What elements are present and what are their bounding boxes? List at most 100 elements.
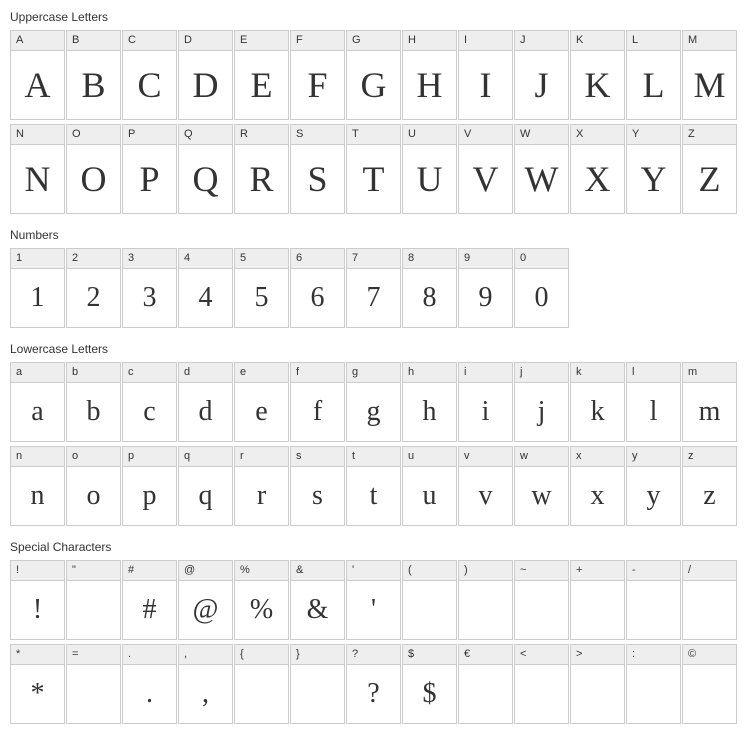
char-label: + (571, 561, 624, 581)
char-cell: NN (10, 124, 65, 214)
char-label: 3 (123, 249, 176, 269)
char-glyph (515, 581, 568, 639)
char-label: R (235, 125, 288, 145)
char-label: @ (179, 561, 232, 581)
char-cell: ** (10, 644, 65, 724)
char-label: € (459, 645, 512, 665)
char-cell: hh (402, 362, 457, 442)
char-glyph (683, 581, 736, 639)
char-cell: ZZ (682, 124, 737, 214)
char-cell: KK (570, 30, 625, 120)
char-cell: '' (346, 560, 401, 640)
char-label: D (179, 31, 232, 51)
char-cell: ee (234, 362, 289, 442)
char-label: F (291, 31, 344, 51)
char-glyph: y (627, 467, 680, 525)
char-label: V (459, 125, 512, 145)
char-label: ' (347, 561, 400, 581)
char-cell: vv (458, 446, 513, 526)
char-cell: 22 (66, 248, 121, 328)
char-glyph: v (459, 467, 512, 525)
char-label: " (67, 561, 120, 581)
section: Numbers11223344556677889900 (10, 228, 738, 328)
char-cell: FF (290, 30, 345, 120)
char-label: 6 (291, 249, 344, 269)
char-glyph: S (291, 145, 344, 213)
char-glyph: c (123, 383, 176, 441)
char-label: } (291, 645, 344, 665)
char-label: v (459, 447, 512, 467)
char-glyph: B (67, 51, 120, 119)
char-cell: ~ (514, 560, 569, 640)
char-cell: LL (626, 30, 681, 120)
char-label: > (571, 645, 624, 665)
char-glyph: z (683, 467, 736, 525)
char-cell: uu (402, 446, 457, 526)
char-cell: > (570, 644, 625, 724)
char-cell: pp (122, 446, 177, 526)
section: Lowercase Lettersaabbccddeeffgghhiijjkkl… (10, 342, 738, 526)
char-glyph: 5 (235, 269, 288, 327)
char-label: d (179, 363, 232, 383)
char-glyph: O (67, 145, 120, 213)
char-glyph: L (627, 51, 680, 119)
char-row: NNOOPPQQRRSSTTUUVVWWXXYYZZ (10, 124, 738, 214)
char-label: k (571, 363, 624, 383)
char-glyph (67, 665, 120, 723)
char-cell: - (626, 560, 681, 640)
char-glyph: 1 (11, 269, 64, 327)
char-glyph: f (291, 383, 344, 441)
char-glyph: K (571, 51, 624, 119)
char-label: 4 (179, 249, 232, 269)
char-glyph: $ (403, 665, 456, 723)
char-label: m (683, 363, 736, 383)
char-glyph: Y (627, 145, 680, 213)
char-glyph: i (459, 383, 512, 441)
char-cell: nn (10, 446, 65, 526)
char-glyph: 4 (179, 269, 232, 327)
char-glyph: 3 (123, 269, 176, 327)
char-label: $ (403, 645, 456, 665)
character-map: Uppercase LettersAABBCCDDEEFFGGHHIIJJKKL… (10, 10, 738, 724)
char-label: < (515, 645, 568, 665)
char-label: T (347, 125, 400, 145)
char-row: !!"##@@%%&&''()~+-/ (10, 560, 738, 640)
char-cell: { (234, 644, 289, 724)
char-cell: DD (178, 30, 233, 120)
char-label: a (11, 363, 64, 383)
char-label: = (67, 645, 120, 665)
section-title: Special Characters (10, 540, 738, 554)
char-cell: VV (458, 124, 513, 214)
char-glyph: s (291, 467, 344, 525)
char-label: - (627, 561, 680, 581)
char-label: g (347, 363, 400, 383)
char-glyph: h (403, 383, 456, 441)
char-cell: JJ (514, 30, 569, 120)
char-cell: ii (458, 362, 513, 442)
char-label: 5 (235, 249, 288, 269)
char-label: t (347, 447, 400, 467)
char-cell: !! (10, 560, 65, 640)
char-glyph (291, 665, 344, 723)
char-label: j (515, 363, 568, 383)
section-title: Numbers (10, 228, 738, 242)
char-glyph (683, 665, 736, 723)
char-label: e (235, 363, 288, 383)
char-cell: @@ (178, 560, 233, 640)
char-label: Y (627, 125, 680, 145)
char-glyph: ? (347, 665, 400, 723)
char-cell: ( (402, 560, 457, 640)
char-glyph: w (515, 467, 568, 525)
char-label: p (123, 447, 176, 467)
char-label: 8 (403, 249, 456, 269)
char-cell: € (458, 644, 513, 724)
section-title: Lowercase Letters (10, 342, 738, 356)
char-cell: SS (290, 124, 345, 214)
char-label: ( (403, 561, 456, 581)
char-glyph: 0 (515, 269, 568, 327)
char-cell: 11 (10, 248, 65, 328)
char-cell: RR (234, 124, 289, 214)
char-label: H (403, 31, 456, 51)
char-label: ? (347, 645, 400, 665)
char-glyph: e (235, 383, 288, 441)
